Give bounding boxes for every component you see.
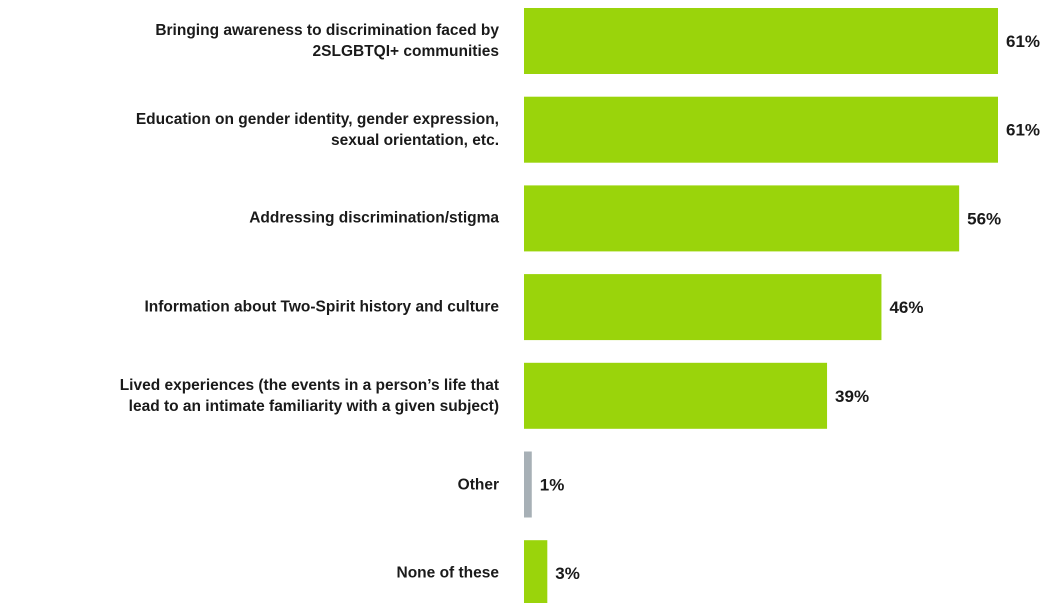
category-label-2: Addressing discrimination/stigma [0, 208, 499, 229]
category-label-1: Education on gender identity, gender exp… [0, 109, 499, 151]
value-label-0: 61% [1006, 32, 1040, 51]
value-label-2: 56% [967, 209, 1001, 228]
bar-0 [524, 8, 998, 74]
category-label-0: Bringing awareness to discrimination fac… [0, 20, 499, 62]
category-label-6: None of these [0, 563, 499, 584]
bar-1 [524, 96, 998, 163]
value-label-5: 1% [540, 476, 565, 495]
category-label-line: Information about Two-Spirit history and… [144, 298, 500, 316]
bar-5 [524, 451, 532, 518]
category-label-line: Other [457, 476, 499, 493]
category-label-line: Lived experiences (the events in a perso… [119, 376, 499, 394]
value-label-4: 39% [835, 387, 869, 406]
value-label-3: 46% [889, 298, 923, 317]
category-label-line: sexual orientation, etc. [331, 131, 499, 149]
category-label-line: lead to an intimate familiarity with a g… [128, 397, 499, 415]
category-label-line: None of these [396, 564, 499, 582]
value-label-6: 3% [555, 564, 580, 583]
bar-3 [524, 274, 882, 341]
category-label-3: Information about Two-Spirit history and… [0, 297, 500, 318]
category-label-5: Other [0, 474, 499, 495]
category-label-4: Lived experiences (the events in a perso… [0, 375, 499, 417]
bar-6 [524, 540, 548, 603]
bar-2 [524, 185, 960, 252]
category-label-line: Bringing awareness to discrimination fac… [155, 22, 499, 39]
value-label-1: 61% [1006, 121, 1040, 140]
category-label-line: Addressing discrimination/stigma [249, 209, 499, 227]
bar-4 [524, 362, 828, 429]
category-label-line: 2SLGBTQI+ communities [312, 43, 499, 60]
category-label-line: Education on gender identity, gender exp… [135, 110, 499, 128]
